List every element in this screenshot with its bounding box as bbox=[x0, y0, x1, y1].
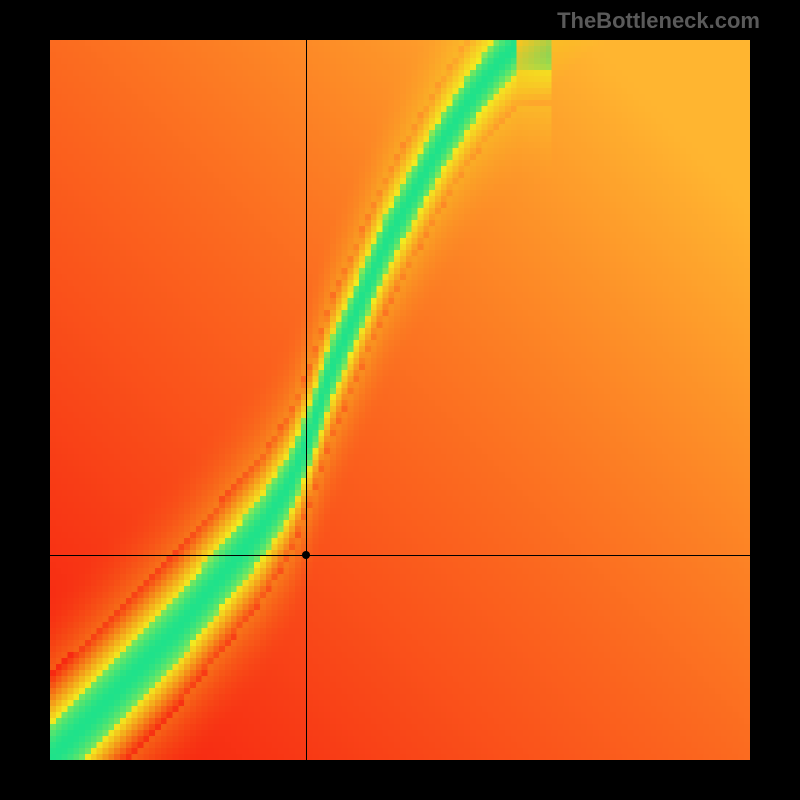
heatmap-plot bbox=[50, 40, 750, 760]
crosshair-dot bbox=[302, 551, 310, 559]
crosshair-vertical bbox=[306, 40, 307, 760]
crosshair-horizontal bbox=[50, 555, 750, 556]
watermark-text: TheBottleneck.com bbox=[557, 8, 760, 34]
heatmap-canvas bbox=[50, 40, 750, 760]
